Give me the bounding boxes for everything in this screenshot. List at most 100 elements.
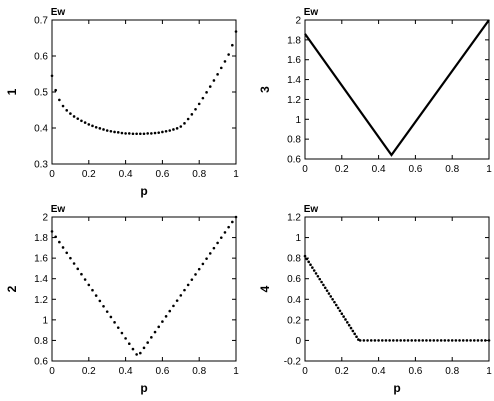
data-point [50,230,54,233]
data-point [443,339,447,342]
data-point [336,306,340,310]
x-tick-label: 0.4 [119,169,133,180]
data-point [234,30,238,33]
data-point [231,43,234,47]
data-point [366,339,369,342]
x-axis-label: p [393,381,400,395]
data-point [447,339,450,342]
y-tick-label: 1.8 [34,233,48,244]
data-point [205,91,208,94]
data-point [458,339,461,342]
data-point [50,74,54,78]
y-tick-label: 1 [295,115,301,126]
data-point [231,220,234,224]
y-tick-label: 1.6 [287,55,301,66]
data-point [87,123,91,126]
data-point [179,294,183,297]
data-point [109,129,113,133]
data-point [76,267,80,271]
data-point [312,269,316,272]
x-tick-label: 1 [486,164,492,175]
data-point [58,240,61,244]
data-point [120,331,124,335]
y-tick-label: 0.7 [34,16,48,27]
data-point [161,130,164,134]
data-point [340,312,344,315]
data-point [69,112,72,115]
data-point [212,246,216,250]
x-tick-label: 1 [233,366,239,377]
data-point [476,339,480,342]
y-tick-label: 1.2 [287,213,301,224]
y-tick-label: 0.4 [34,124,48,135]
x-tick-label: 0.4 [372,164,386,175]
panel-ew-3: 0 0.2 0.4 0.6 0.8 1 0.6 0.8 1 1.2 1.4 1.6 1.8 2Ew 3 [258,7,492,175]
y-tick-label: 0.6 [34,357,48,368]
data-point [377,339,380,342]
y-axis-label: 3 [258,86,272,93]
data-point [153,131,157,135]
x-tick-label: 0.2 [82,169,96,180]
data-point [439,339,443,342]
plot-frame [304,19,490,160]
x-tick-label: 1 [486,366,492,377]
data-point [94,125,98,129]
data-point [157,325,161,329]
data-point [80,119,83,123]
data-point [61,104,65,108]
data-point [157,131,161,134]
data-point [216,241,219,245]
y-tick-label: 1.2 [287,95,301,106]
data-point [164,129,168,133]
data-point [314,272,318,275]
x-tick-label: 0 [49,169,55,180]
data-point [83,278,87,281]
chart-title: Ew [51,7,66,18]
data-point [227,53,230,56]
y-tick-label: 0 [295,336,301,347]
data-point [109,315,113,319]
data-point [194,273,197,276]
data-point [303,254,307,258]
data-point [338,309,342,313]
data-point [369,339,373,342]
data-point [146,132,149,135]
data-point [201,96,205,100]
x-tick-label: 0.6 [408,366,422,377]
data-point [105,129,109,132]
data-point [91,124,94,128]
data-point [373,339,377,342]
data-point [406,339,410,342]
data-point [227,225,230,229]
data-point [450,339,454,342]
data-point [102,128,105,131]
data-point [65,251,69,255]
data-point [334,303,338,307]
y-tick-label: 0.6 [34,52,48,63]
data-point [469,339,472,342]
data-point [186,283,190,287]
data-point [139,132,142,136]
data-point [150,132,153,135]
data-point [353,332,356,336]
x-axis-label: p [140,184,147,198]
y-tick-label: 0.2 [287,315,301,326]
y-axis-label: 2 [5,285,19,292]
chart-title: Ew [304,204,319,215]
data-point [480,339,483,342]
data-point [150,336,153,339]
data-point [392,339,395,342]
data-point [175,127,179,130]
data-point [219,236,223,239]
data-point [432,339,436,342]
data-point [436,339,439,342]
data-point [94,294,98,297]
y-tick-label: 0.8 [287,254,301,265]
data-point [194,107,197,111]
y-tick-label: 0.5 [34,88,48,99]
y-tick-label: 0.3 [34,160,48,171]
data-point [307,260,310,264]
data-point [414,339,417,342]
data-point [113,130,116,134]
